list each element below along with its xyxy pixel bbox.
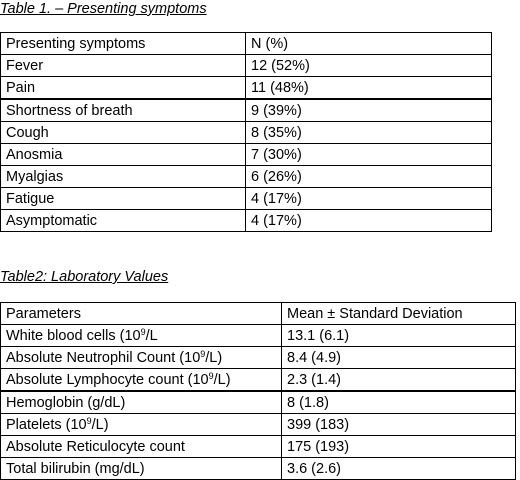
symptom-cell: Cough bbox=[0, 121, 246, 144]
table2-caption: Table2: Laboratory Values bbox=[0, 269, 169, 285]
parameter-cell: Platelets (109/L) bbox=[0, 413, 282, 436]
symptom-cell: Pain bbox=[0, 76, 246, 100]
value-cell: 8.4 (4.9) bbox=[281, 346, 516, 369]
symptom-cell: Myalgias bbox=[0, 165, 246, 188]
table1-header-row: Presenting symptoms N (%) bbox=[0, 32, 492, 55]
count-cell: 4 (17%) bbox=[245, 187, 492, 210]
table-row: Platelets (109/L) 399 (183) bbox=[0, 413, 516, 436]
count-cell: 7 (30%) bbox=[245, 143, 492, 166]
count-cell: 12 (52%) bbox=[245, 54, 492, 77]
value-cell: 2.3 (1.4) bbox=[281, 368, 516, 392]
value-cell: 8 (1.8) bbox=[281, 390, 516, 414]
table-row: Myalgias 6 (26%) bbox=[0, 165, 492, 188]
table1-caption: Table 1. – Presenting symptoms bbox=[0, 1, 207, 17]
symptom-cell: Anosmia bbox=[0, 143, 246, 166]
table-row: Total bilirubin (mg/dL) 3.6 (2.6) bbox=[0, 457, 516, 480]
table2-header-row: Parameters Mean ± Standard Deviation bbox=[0, 302, 516, 325]
table2-header-mean-sd: Mean ± Standard Deviation bbox=[281, 302, 516, 325]
symptom-cell: Asymptomatic bbox=[0, 209, 246, 232]
count-cell: 9 (39%) bbox=[245, 98, 492, 122]
symptom-cell: Shortness of breath bbox=[0, 98, 246, 122]
value-cell: 399 (183) bbox=[281, 413, 516, 436]
parameter-cell: White blood cells (109/L bbox=[0, 324, 282, 347]
table-row: Fever 12 (52%) bbox=[0, 54, 492, 77]
count-cell: 11 (48%) bbox=[245, 76, 492, 100]
parameter-cell: Absolute Lymphocyte count (109/L) bbox=[0, 368, 282, 392]
parameter-cell: Hemoglobin (g/dL) bbox=[0, 390, 282, 414]
parameter-cell: Absolute Reticulocyte count bbox=[0, 435, 282, 458]
table-row: Asymptomatic 4 (17%) bbox=[0, 209, 492, 232]
table-row: White blood cells (109/L 13.1 (6.1) bbox=[0, 324, 516, 347]
presenting-symptoms-table: Presenting symptoms N (%) Fever 12 (52%)… bbox=[0, 32, 492, 232]
table-row: Shortness of breath 9 (39%) bbox=[0, 98, 492, 122]
count-cell: 8 (35%) bbox=[245, 121, 492, 144]
table-row: Absolute Lymphocyte count (109/L) 2.3 (1… bbox=[0, 368, 516, 392]
table-row: Anosmia 7 (30%) bbox=[0, 143, 492, 166]
symptom-cell: Fever bbox=[0, 54, 246, 77]
table-row: Hemoglobin (g/dL) 8 (1.8) bbox=[0, 390, 516, 414]
count-cell: 6 (26%) bbox=[245, 165, 492, 188]
value-cell: 3.6 (2.6) bbox=[281, 457, 516, 480]
count-cell: 4 (17%) bbox=[245, 209, 492, 232]
parameter-cell: Absolute Neutrophil Count (109/L) bbox=[0, 346, 282, 369]
table2-header-parameters: Parameters bbox=[0, 302, 282, 325]
value-cell: 13.1 (6.1) bbox=[281, 324, 516, 347]
table-row: Absolute Neutrophil Count (109/L) 8.4 (4… bbox=[0, 346, 516, 369]
table1-header-symptom: Presenting symptoms bbox=[0, 32, 246, 55]
laboratory-values-table: Parameters Mean ± Standard Deviation Whi… bbox=[0, 302, 516, 480]
symptom-cell: Fatigue bbox=[0, 187, 246, 210]
table-row: Absolute Reticulocyte count 175 (193) bbox=[0, 435, 516, 458]
table1-header-n: N (%) bbox=[245, 32, 492, 55]
table-row: Pain 11 (48%) bbox=[0, 76, 492, 100]
table-row: Cough 8 (35%) bbox=[0, 121, 492, 144]
value-cell: 175 (193) bbox=[281, 435, 516, 458]
parameter-cell: Total bilirubin (mg/dL) bbox=[0, 457, 282, 480]
table-row: Fatigue 4 (17%) bbox=[0, 187, 492, 210]
